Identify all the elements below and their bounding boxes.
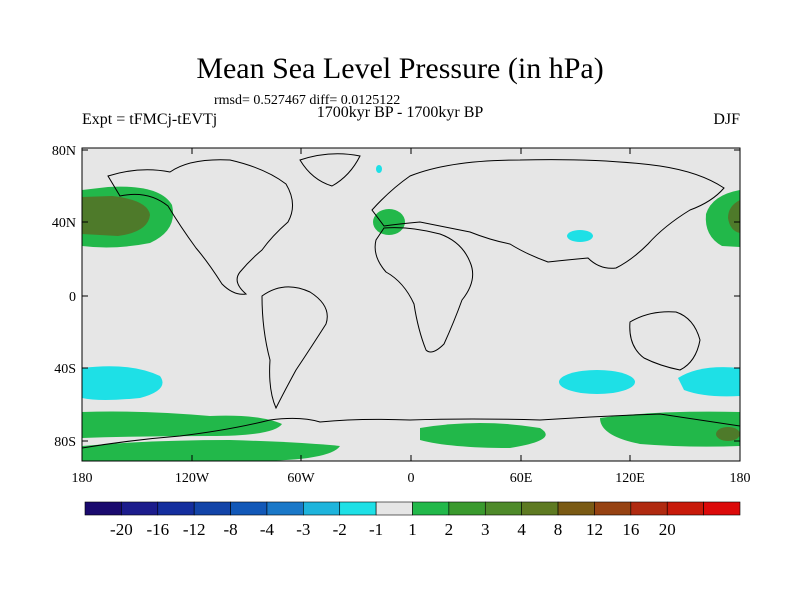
anomaly-antarctic-south: [82, 440, 340, 461]
anomaly-north-pacific-east: [705, 190, 740, 247]
colorbar-label: 12: [586, 520, 603, 539]
lon-label-60e: 60E: [510, 471, 533, 486]
anomaly-north-pacific-east-core: [728, 200, 740, 233]
colorbar-label: -12: [183, 520, 206, 539]
colorbar-box: [121, 501, 159, 516]
colorbar: [84, 501, 741, 516]
coast-antarctica: [82, 413, 740, 449]
colorbar-box: [448, 501, 486, 516]
colorbar-label: 2: [445, 520, 454, 539]
colorbar-label: -8: [223, 520, 237, 539]
colorbar-label: -16: [146, 520, 169, 539]
colorbar-label: 16: [622, 520, 639, 539]
coastlines: [82, 153, 740, 449]
lon-axis: [81, 148, 741, 461]
lon-label-120w: 120W: [175, 471, 210, 486]
colorbar-box: [339, 501, 377, 516]
colorbar-box: [84, 501, 122, 516]
coast-north-america: [107, 159, 293, 295]
map-background: [82, 148, 740, 461]
colorbar-label: 8: [554, 520, 563, 539]
anomaly-greenland: [376, 165, 382, 173]
coast-australia: [629, 311, 701, 371]
colorbar-box: [557, 501, 595, 516]
colorbar-box: [193, 501, 231, 516]
colorbar-box: [266, 501, 304, 516]
colorbar-box: [303, 501, 341, 516]
anomaly-antarctic-east-core: [716, 427, 740, 441]
colorbar-label: -2: [333, 520, 347, 539]
lon-labels: 180 120W 60W 0 60E 120E 180: [72, 471, 751, 486]
colorbar-box: [666, 501, 704, 516]
colorbar-box: [230, 501, 268, 516]
lat-label-0: 0: [69, 290, 76, 305]
colorbar-label: 3: [481, 520, 490, 539]
colorbar-label: 1: [408, 520, 417, 539]
coast-greenland: [299, 153, 361, 187]
colorbar-box: [484, 501, 522, 516]
colorbar-label: -3: [296, 520, 310, 539]
anomaly-north-pacific-west-core: [82, 196, 150, 236]
colorbar-box: [594, 501, 632, 516]
colorbar-labels: -20 -16 -12 -8 -4 -3 -2 -1 1 2 3 4 8 12 16 20: [110, 520, 676, 539]
lon-label-0: 0: [408, 471, 415, 486]
colorbar-label: -1: [369, 520, 383, 539]
colorbar-box: [630, 501, 668, 516]
lat-axis: [82, 149, 740, 442]
lat-label-40s: 40S: [54, 362, 76, 377]
colorbar-box: [521, 501, 559, 516]
colorbar-box: [157, 501, 195, 516]
lon-label-180e: 180: [730, 471, 751, 486]
colorbar-box: [703, 501, 741, 516]
coast-south-america: [261, 286, 328, 410]
colorbar-label: 20: [659, 520, 676, 539]
anomaly-antarctic-indian: [420, 423, 546, 448]
lat-label-40n: 40N: [52, 216, 76, 231]
anomaly-antarctic-pacific: [82, 411, 282, 438]
anomaly-south-pacific: [82, 366, 163, 400]
colorbar-label: -20: [110, 520, 133, 539]
coast-africa: [374, 227, 474, 353]
lat-label-80n: 80N: [52, 144, 76, 159]
season-label: DJF: [713, 111, 740, 128]
anomaly-tibet: [567, 230, 593, 242]
coast-eurasia: [371, 159, 725, 269]
lon-label-60w: 60W: [287, 471, 315, 486]
lat-labels: 80N 40N 0 40S 80S: [52, 144, 76, 450]
anomaly-south-australia: [678, 367, 740, 397]
anomaly-iberia: [373, 209, 405, 235]
stats-label: rmsd= 0.527467 diff= 0.0125122: [214, 93, 401, 108]
map-title: Mean Sea Level Pressure (in hPa): [196, 52, 604, 85]
colorbar-box: [412, 501, 450, 516]
colorbar-label: 4: [517, 520, 526, 539]
experiment-label: Expt = tFMCj-tEVTj: [82, 111, 218, 128]
colorbar-box: [375, 501, 413, 516]
lon-label-120e: 120E: [615, 471, 645, 486]
colorbar-label: -4: [260, 520, 275, 539]
period-label: 1700kyr BP - 1700kyr BP: [316, 104, 484, 121]
anomaly-field: [82, 165, 740, 461]
lat-label-80s: 80S: [54, 435, 76, 450]
anomaly-south-indian: [559, 370, 635, 394]
lon-label-180w: 180: [72, 471, 93, 486]
